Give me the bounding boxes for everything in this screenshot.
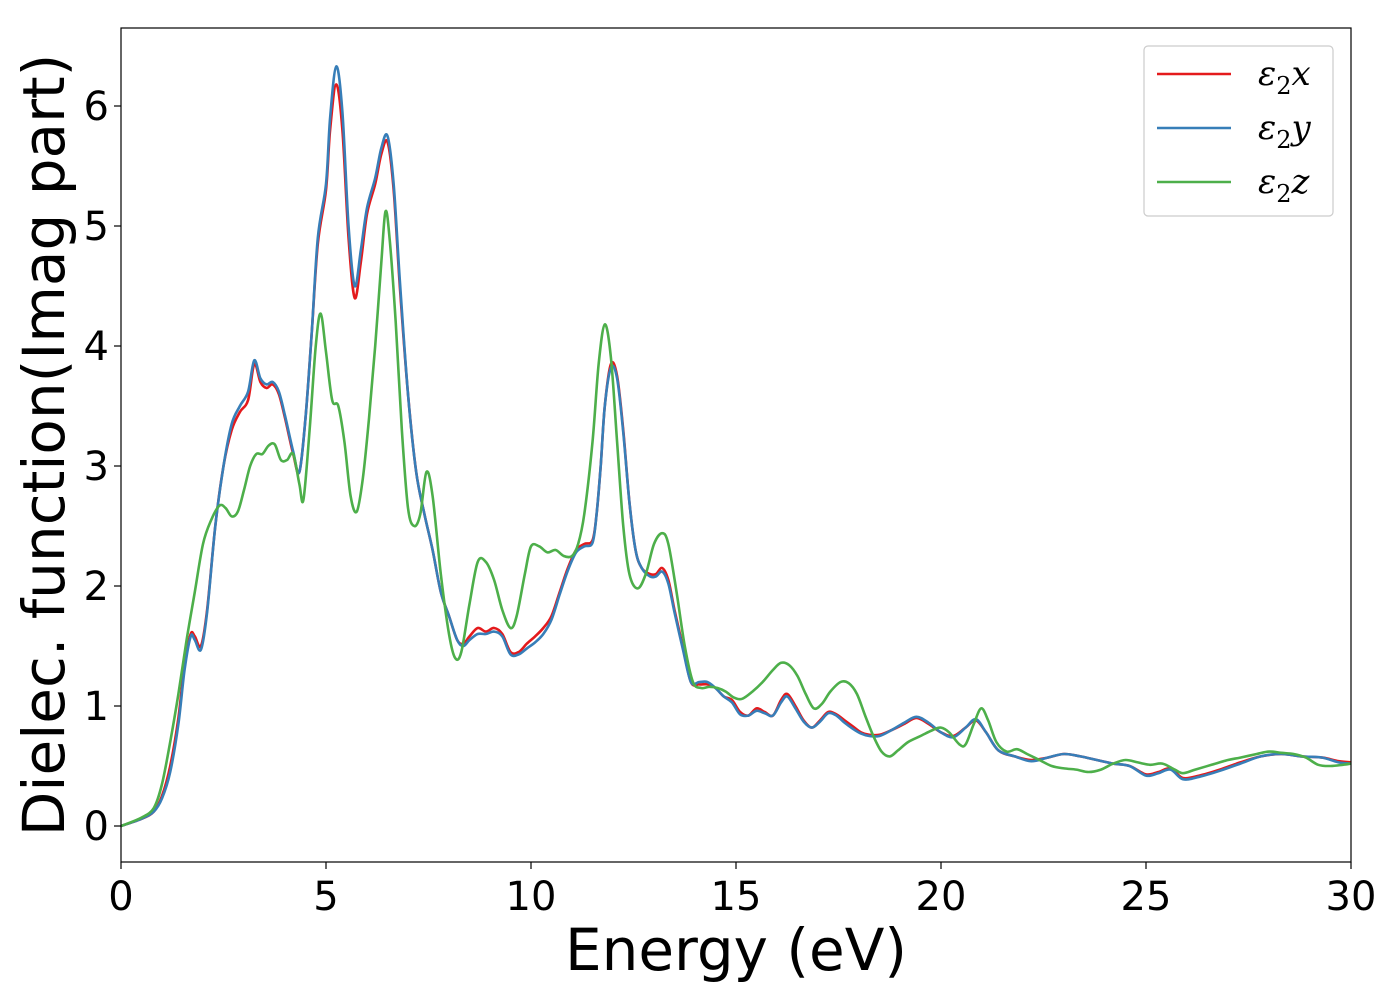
x-tick-label: 30 (1326, 874, 1377, 920)
legend-label-y: ε2y (1258, 108, 1312, 154)
legend-label-z: ε2z (1258, 162, 1311, 208)
y-tick-label: 1 (84, 684, 109, 730)
y-tick-label: 3 (84, 444, 109, 490)
y-tick-label: 5 (84, 204, 109, 250)
x-tick-label: 5 (313, 874, 338, 920)
x-tick-label: 20 (916, 874, 967, 920)
x-axis-title: Energy (eV) (565, 916, 907, 984)
y-tick-label: 4 (84, 324, 109, 370)
y-tick-label: 0 (84, 804, 109, 850)
legend-box (1143, 45, 1334, 217)
series-line-z (121, 209, 1351, 828)
y-axis: 0 1 2 3 4 5 6 (84, 84, 121, 850)
y-tick-label: 2 (84, 564, 109, 610)
y-tick-label: 6 (84, 84, 109, 130)
x-tick-label: 15 (711, 874, 762, 920)
x-tick-label: 0 (108, 874, 133, 920)
y-axis-title: Dielec. function(Imag part) (10, 54, 78, 837)
x-axis: 0 5 10 15 20 25 30 (108, 862, 1376, 920)
series-layer (121, 65, 1351, 828)
legend: ε2x ε2y ε2z (1143, 45, 1334, 217)
x-tick-label: 25 (1121, 874, 1172, 920)
legend-label-x: ε2x (1258, 54, 1311, 100)
x-tick-label: 10 (506, 874, 557, 920)
